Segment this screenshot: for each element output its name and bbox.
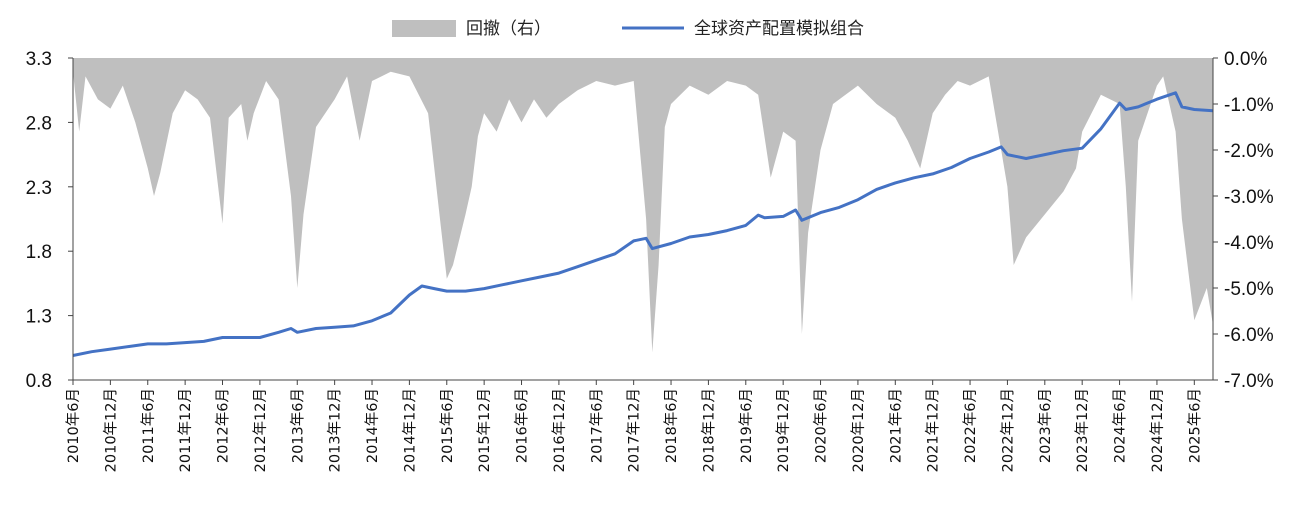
left-tick-label: 0.8	[26, 371, 52, 392]
right-tick-label: -5.0%	[1224, 279, 1274, 300]
right-tick-label: -7.0%	[1224, 371, 1274, 392]
x-tick-label: 2018年6月	[663, 388, 680, 463]
left-tick-label: 1.8	[26, 242, 52, 263]
x-tick-label: 2011年6月	[140, 388, 157, 463]
drawdown-area-layer	[73, 58, 1213, 353]
drawdown-area	[73, 58, 1213, 353]
right-tick-label: -3.0%	[1224, 187, 1274, 208]
axes	[68, 57, 1218, 385]
x-tick-label: 2017年12月	[626, 388, 643, 472]
x-tick-label: 2013年6月	[289, 388, 306, 463]
portfolio-line	[72, 91, 1214, 357]
x-tick-label: 2010年6月	[65, 388, 82, 463]
x-tick-label: 2014年12月	[401, 388, 418, 472]
x-tick-label: 2022年12月	[999, 388, 1016, 472]
right-axis-tick-labels: 0.0% -1.0% -2.0% -3.0% -4.0% -5.0% -6.0% -7.0%	[1224, 49, 1274, 392]
right-tick-label: -6.0%	[1224, 325, 1274, 346]
x-tick-label: 2018年12月	[700, 388, 717, 472]
x-tick-label: 2019年12月	[775, 388, 792, 472]
x-tick-label: 2023年12月	[1074, 388, 1091, 472]
x-tick-label: 2020年12月	[850, 388, 867, 472]
right-tick-label: -1.0%	[1224, 95, 1274, 116]
x-tick-label: 2011年12月	[177, 388, 194, 472]
left-tick-label: 3.3	[26, 49, 52, 70]
x-axis-tick-labels: 2010年6月 2010年12月 2011年6月 2011年12月 2012年6月 201…	[65, 388, 1203, 472]
x-tick-label: 2024年6月	[1112, 388, 1129, 463]
x-tick-label: 2025年6月	[1186, 388, 1203, 463]
x-tick-label: 2019年6月	[738, 388, 755, 463]
left-axis-tick-labels: 0.8 1.3 1.8 2.3 2.8 3.3	[26, 49, 52, 392]
right-tick-label: 0.0%	[1224, 49, 1267, 70]
legend-swatch-drawdown	[392, 20, 456, 37]
right-tick-label: -4.0%	[1224, 233, 1274, 254]
x-tick-label: 2010年12月	[102, 388, 119, 472]
x-tick-label: 2012年12月	[252, 388, 269, 472]
legend: 回撤（右） 全球资产配置模拟组合	[392, 19, 864, 39]
right-tick-label: -2.0%	[1224, 141, 1274, 162]
portfolio-line-layer	[72, 91, 1214, 357]
left-tick-label: 1.3	[26, 307, 52, 328]
x-tick-label: 2022年6月	[962, 388, 979, 463]
x-tick-label: 2015年12月	[476, 388, 493, 472]
x-tick-label: 2016年12月	[551, 388, 568, 472]
left-tick-label: 2.3	[26, 178, 52, 199]
legend-label-portfolio: 全球资产配置模拟组合	[694, 19, 864, 39]
x-tick-label: 2016年6月	[514, 388, 531, 463]
x-tick-label: 2013年12月	[327, 388, 344, 472]
left-tick-label: 2.8	[26, 113, 52, 134]
x-tick-label: 2024年12月	[1149, 388, 1166, 472]
x-tick-label: 2021年12月	[925, 388, 942, 472]
x-tick-label: 2021年6月	[887, 388, 904, 463]
x-tick-label: 2017年6月	[588, 388, 605, 463]
x-tick-label: 2020年6月	[813, 388, 830, 463]
x-tick-label: 2015年6月	[439, 388, 456, 463]
x-tick-label: 2012年6月	[215, 388, 232, 463]
legend-label-drawdown: 回撤（右）	[466, 19, 551, 39]
x-tick-label: 2023年6月	[1037, 388, 1054, 463]
x-tick-label: 2014年6月	[364, 388, 381, 463]
